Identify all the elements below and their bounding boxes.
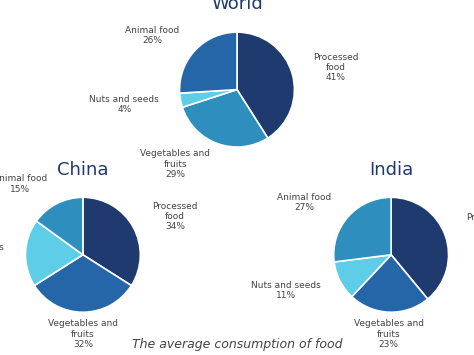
Text: Animal food
27%: Animal food 27% bbox=[277, 193, 332, 212]
Title: India: India bbox=[369, 160, 413, 179]
Text: Animal food
26%: Animal food 26% bbox=[125, 26, 179, 45]
Wedge shape bbox=[26, 221, 83, 285]
Text: Processed
food
34%: Processed food 34% bbox=[152, 202, 198, 231]
Text: Vegetables and
fruits
29%: Vegetables and fruits 29% bbox=[140, 149, 210, 179]
Wedge shape bbox=[352, 255, 428, 312]
Text: Processed
food
41%: Processed food 41% bbox=[313, 53, 359, 82]
Text: Nuts and seeds
4%: Nuts and seeds 4% bbox=[90, 95, 159, 114]
Text: Nuts and seeds
19%: Nuts and seeds 19% bbox=[0, 242, 4, 262]
Wedge shape bbox=[83, 197, 140, 285]
Title: World: World bbox=[211, 0, 263, 13]
Text: Nuts and seeds
11%: Nuts and seeds 11% bbox=[251, 281, 320, 300]
Text: Processed
food
39%: Processed food 39% bbox=[466, 213, 474, 243]
Wedge shape bbox=[180, 89, 237, 107]
Wedge shape bbox=[237, 32, 294, 138]
Wedge shape bbox=[334, 255, 391, 297]
Wedge shape bbox=[391, 197, 448, 299]
Wedge shape bbox=[34, 255, 131, 312]
Text: The average consumption of food: The average consumption of food bbox=[132, 338, 342, 351]
Wedge shape bbox=[36, 197, 83, 255]
Text: Vegetables and
fruits
23%: Vegetables and fruits 23% bbox=[354, 319, 424, 349]
Wedge shape bbox=[182, 89, 268, 147]
Text: Vegetables and
fruits
32%: Vegetables and fruits 32% bbox=[48, 319, 118, 349]
Wedge shape bbox=[334, 197, 391, 262]
Title: China: China bbox=[57, 160, 109, 179]
Text: Animal food
15%: Animal food 15% bbox=[0, 174, 47, 194]
Wedge shape bbox=[180, 32, 237, 93]
